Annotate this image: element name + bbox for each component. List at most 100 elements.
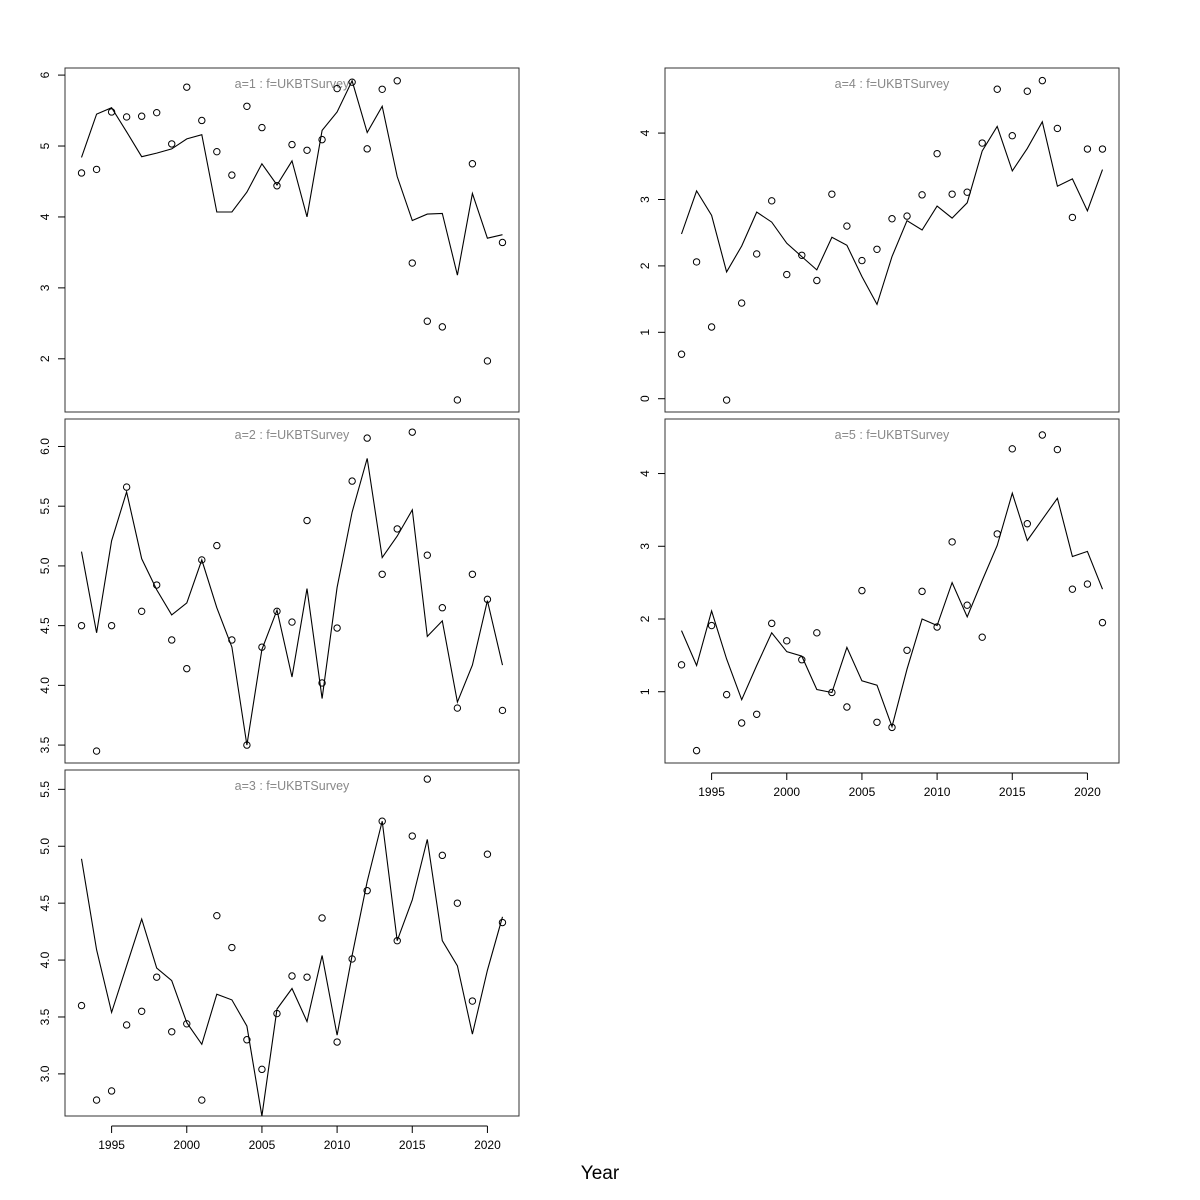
observed-point (499, 707, 505, 713)
y-tick-label: 4 (638, 470, 652, 477)
observed-point (979, 140, 985, 146)
observed-point (394, 526, 400, 532)
observed-point (723, 691, 729, 697)
panel-frame (665, 68, 1119, 412)
observed-point (169, 141, 175, 147)
observed-point (469, 571, 475, 577)
observed-point (814, 277, 820, 283)
observed-point (754, 711, 760, 717)
panel-frame (65, 68, 519, 412)
y-tick-label: 5 (38, 142, 52, 149)
panel-a1: a=1 : f=UKBTSurvey 2 3 4 5 6 (38, 68, 519, 412)
observed-point (784, 638, 790, 644)
observed-point (289, 973, 295, 979)
observed-point (904, 213, 910, 219)
observed-point (409, 833, 415, 839)
observed-point (409, 429, 415, 435)
y-tick-label: 5.0 (38, 557, 52, 574)
observed-point (304, 147, 310, 153)
observed-point (949, 191, 955, 197)
observed-point (859, 587, 865, 593)
observed-point (1054, 125, 1060, 131)
observed-point (424, 776, 430, 782)
observed-point (334, 1039, 340, 1045)
observed-point (994, 531, 1000, 537)
observed-point (78, 1002, 84, 1008)
observed-point (439, 324, 445, 330)
fitted-line (82, 81, 503, 275)
y-tick-label: 2 (638, 262, 652, 269)
observed-point (1084, 581, 1090, 587)
observed-point (169, 637, 175, 643)
y-tick-label: 6.0 (38, 438, 52, 455)
x-axis-label: Year (581, 1163, 620, 1184)
x-tick-label: 2010 (324, 1138, 351, 1152)
observed-point (123, 114, 129, 120)
y-tick-label: 3 (38, 284, 52, 291)
observed-point (319, 136, 325, 142)
observed-point (1009, 133, 1015, 139)
panel-a5: a=5 : f=UKBTSurvey 1 2 3 4 1995 2000 2005 2010 20… (638, 419, 1119, 799)
x-tick-label: 2015 (399, 1138, 426, 1152)
observed-point (874, 719, 880, 725)
observed-point (454, 397, 460, 403)
observed-point (1069, 586, 1075, 592)
observed-point (708, 324, 714, 330)
observed-point (799, 657, 805, 663)
panel-title: a=1 : f=UKBTSurvey (235, 77, 350, 91)
observed-point (484, 851, 490, 857)
observed-point (259, 124, 265, 130)
observed-point (319, 915, 325, 921)
observed-point (934, 150, 940, 156)
observed-point (304, 517, 310, 523)
observed-point (154, 974, 160, 980)
observed-point (364, 146, 370, 152)
x-tick-label: 2005 (249, 1138, 276, 1152)
observed-point (1084, 146, 1090, 152)
observed-point (919, 192, 925, 198)
observed-point (289, 619, 295, 625)
panel-frame (65, 770, 519, 1116)
observed-point (454, 705, 460, 711)
observed-point (154, 109, 160, 115)
y-tick-label: 3.0 (38, 1065, 52, 1082)
observed-point (904, 647, 910, 653)
observed-point (678, 662, 684, 668)
y-tick-label: 1 (638, 688, 652, 695)
observed-point (78, 170, 84, 176)
observed-point (199, 117, 205, 123)
y-tick-label: 4.0 (38, 677, 52, 694)
observed-point (693, 259, 699, 265)
x-tick-label: 2020 (474, 1138, 501, 1152)
x-tick-label: 2015 (999, 785, 1026, 799)
observed-point (454, 900, 460, 906)
x-tick-label: 2020 (1074, 785, 1101, 799)
observed-point (814, 630, 820, 636)
observed-point (259, 1066, 265, 1072)
x-tick-label: 1995 (698, 785, 725, 799)
x-tick-label: 2000 (773, 785, 800, 799)
observed-point (123, 1022, 129, 1028)
observed-point (979, 634, 985, 640)
y-tick-label: 2 (38, 355, 52, 362)
y-tick-label: 4.5 (38, 617, 52, 634)
y-tick-label: 1 (638, 329, 652, 336)
panel-frame (665, 419, 1119, 763)
observed-point (1039, 432, 1045, 438)
y-tick-label: 3 (638, 543, 652, 550)
observed-point (409, 260, 415, 266)
y-tick-label: 5.5 (38, 498, 52, 515)
observed-point (723, 397, 729, 403)
observed-point (708, 622, 714, 628)
observed-point (108, 1088, 114, 1094)
observed-point (738, 720, 744, 726)
panel-a3: a=3 : f=UKBTSurvey3.03.54.04.55.05.51995… (38, 770, 519, 1152)
observed-point (469, 161, 475, 167)
panel-a4: a=4 : f=UKBTSurvey01234 (638, 68, 1119, 412)
panel-title: a=3 : f=UKBTSurvey (235, 779, 350, 793)
y-tick-label: 4.5 (38, 895, 52, 912)
observed-point (199, 1097, 205, 1103)
observed-point (484, 358, 490, 364)
observed-point (289, 141, 295, 147)
